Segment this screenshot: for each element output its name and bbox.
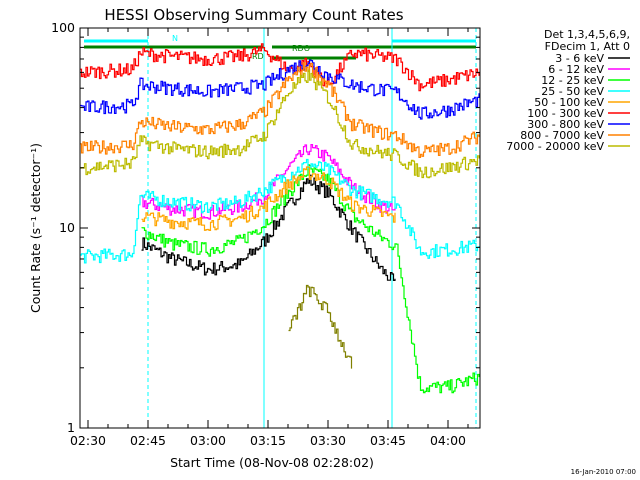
series-line <box>80 69 480 179</box>
legend-entry-label: 25 - 50 keV <box>541 85 604 98</box>
annotation-label: N <box>172 34 178 43</box>
axes: 02:30 02:45 03:00 03:15 03:30 03:45 04:00 1 10 10… <box>51 20 480 448</box>
legend-entry-label: 7000 - 20000 keV <box>506 140 604 153</box>
x-tick-label: 03:45 <box>370 433 406 448</box>
series-line <box>288 284 353 369</box>
series-line <box>141 166 396 231</box>
annotation-label: RD <box>252 52 264 61</box>
x-tick-label: 03:00 <box>190 433 226 448</box>
legend-entry-label: 12 - 25 keV <box>541 74 604 87</box>
footer-timestamp: 16-Jan-2010 07:00 <box>571 468 636 476</box>
legend-entry-label: 3 - 6 keV <box>555 52 604 65</box>
y-tick-label: 1 <box>67 420 75 435</box>
legend-entry-label: 50 - 100 keV <box>534 96 604 109</box>
x-tick-label: 03:15 <box>250 433 286 448</box>
x-tick-label: 03:30 <box>310 433 346 448</box>
legend-entry-label: 6 - 12 keV <box>548 63 604 76</box>
legend-entry-label: 300 - 800 keV <box>527 118 604 131</box>
series-layer <box>80 43 480 394</box>
series-line <box>80 62 480 158</box>
y-tick-label: 10 <box>59 220 75 235</box>
legend-entry-label: 800 - 7000 keV <box>520 129 604 142</box>
x-tick-label: 02:30 <box>70 433 106 448</box>
x-axis-label: Start Time (08-Nov-08 02:28:02) <box>170 455 374 470</box>
legend-entry-label: 100 - 300 keV <box>527 107 604 120</box>
legend-header: Det 1,3,4,5,6,9, <box>544 28 630 41</box>
series-line <box>80 59 480 120</box>
y-tick-label: 100 <box>51 20 75 35</box>
legend-header: FDecim 1, Att 0 <box>545 40 630 53</box>
x-tick-label: 04:00 <box>430 433 466 448</box>
series-line <box>80 43 480 92</box>
series-line <box>141 174 396 281</box>
chart-title: HESSI Observing Summary Count Rates <box>104 6 403 24</box>
legend: Det 1,3,4,5,6,9,FDecim 1, Att 03 - 6 keV… <box>506 28 630 153</box>
y-axis-label: Count Rate (s⁻¹ detector⁻¹) <box>28 143 43 313</box>
series-line <box>80 158 480 264</box>
x-tick-label: 02:45 <box>130 433 166 448</box>
annotation-label: RDO <box>292 44 310 53</box>
